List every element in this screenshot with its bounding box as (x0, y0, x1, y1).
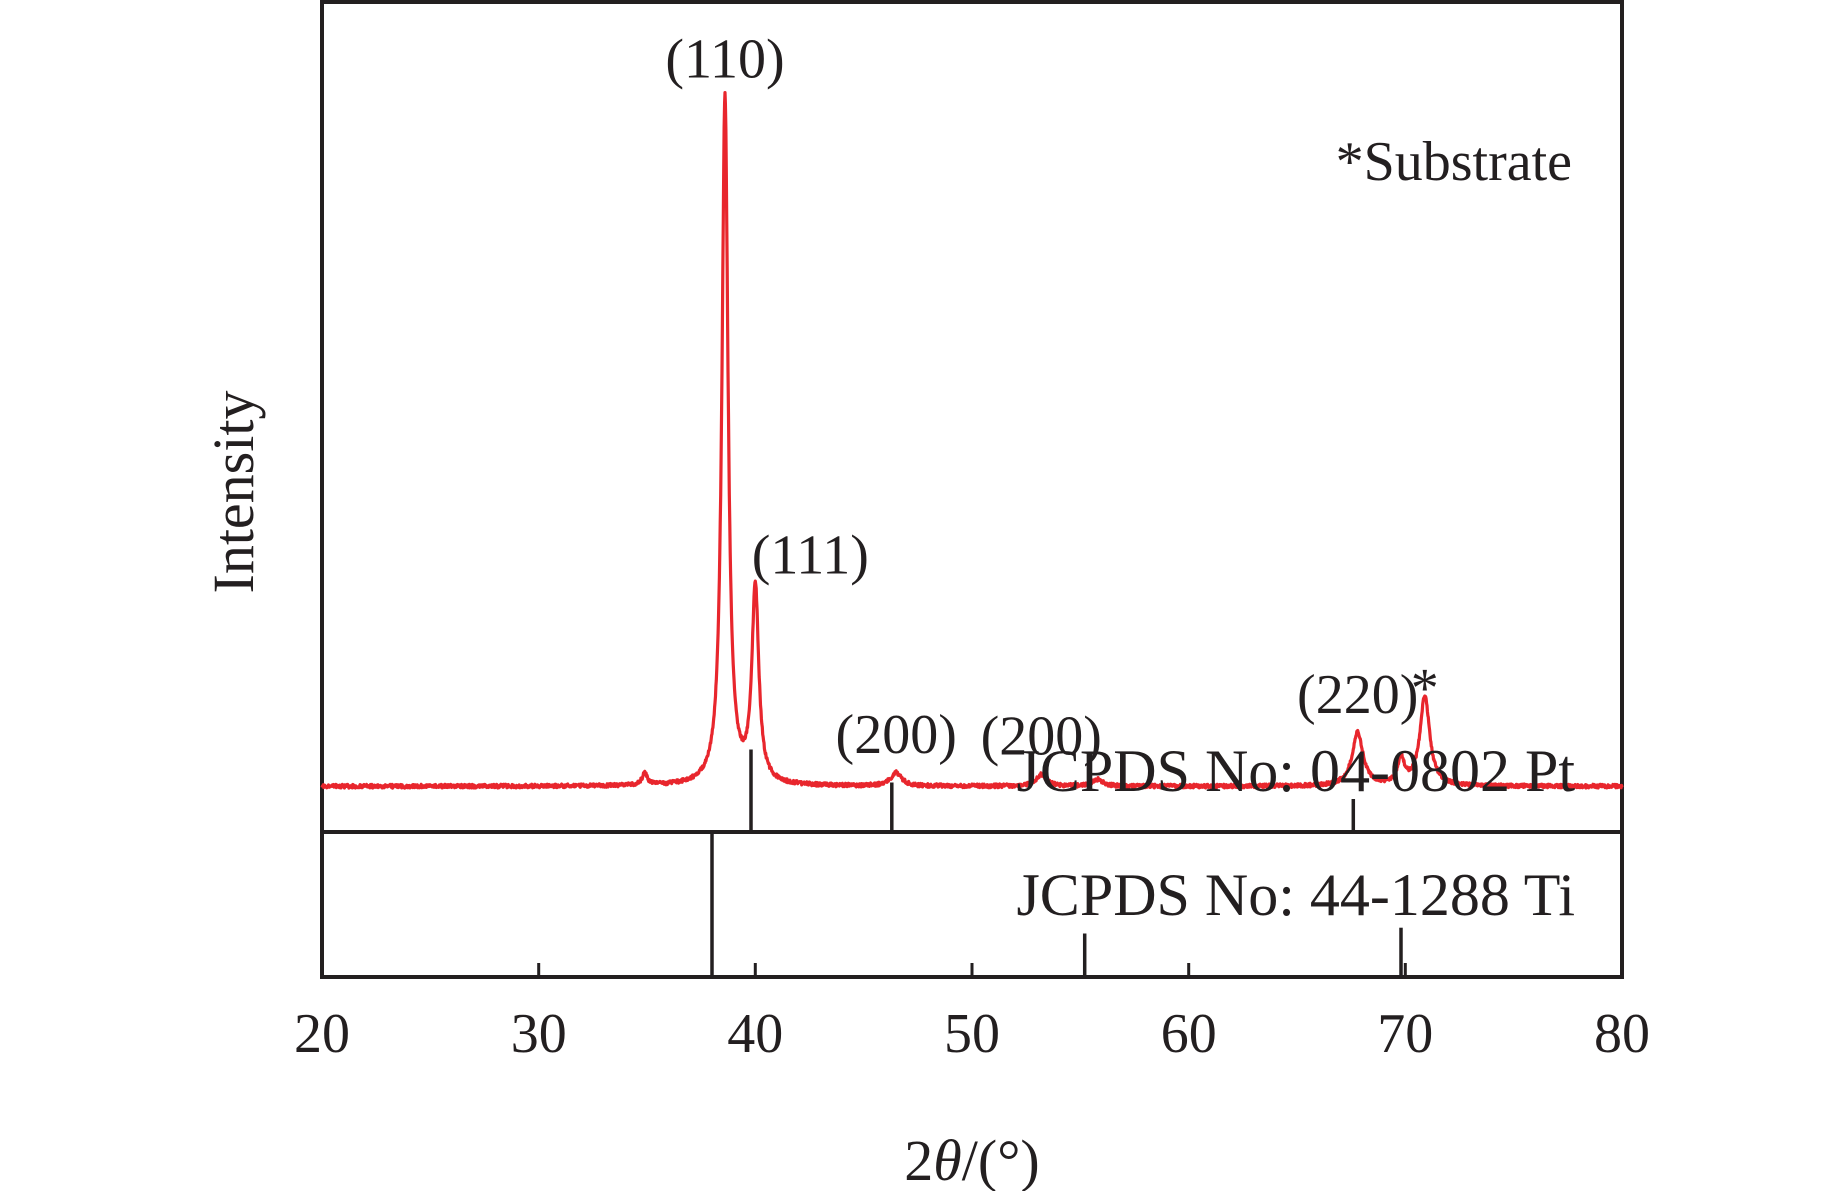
x-axis-title-suffix: /(°) (962, 1128, 1040, 1191)
x-axis-tick-label: 30 (511, 1003, 567, 1065)
x-axis-title: 2θ/(°) (904, 1128, 1039, 1191)
y-axis-title: Intensity (201, 391, 266, 594)
peak-label: (200) (836, 704, 957, 766)
x-axis-tick-label: 20 (294, 1003, 350, 1065)
peak-label: (220) (1297, 664, 1418, 726)
x-axis-title-prefix: 2 (904, 1128, 933, 1191)
peak-label: (111) (752, 524, 869, 586)
x-axis-tick-label: 60 (1161, 1003, 1217, 1065)
substrate-note: *Substrate (1336, 131, 1572, 193)
x-axis-tick-label: 40 (727, 1003, 783, 1065)
peak-labels: (110) (111) (200) (200) (220)* (665, 29, 1438, 768)
xrd-pattern-line (320, 91, 1624, 790)
pt-reference-label: JCPDS No: 04-0802 Pt (1017, 738, 1576, 804)
peak-label: (200) (981, 706, 1102, 768)
x-axis-tick-label: 50 (944, 1003, 1000, 1065)
x-axis-ticks (537, 963, 1407, 977)
x-axis-tick-labels: 20 30 40 50 60 70 80 (294, 1003, 1650, 1065)
peak-label: * (1411, 658, 1439, 720)
x-axis-tick-label: 70 (1377, 1003, 1433, 1065)
reference-lines (710, 749, 1403, 977)
ti-reference-label: JCPDS No: 44-1288 Ti (1016, 862, 1575, 928)
peak-label: (110) (665, 29, 784, 91)
x-axis-tick-label: 80 (1594, 1003, 1650, 1065)
x-axis-title-theta: θ (933, 1128, 962, 1191)
